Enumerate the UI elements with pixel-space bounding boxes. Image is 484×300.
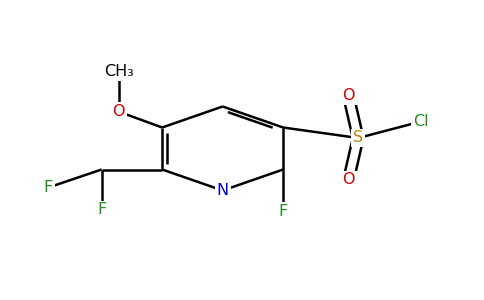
Text: O: O: [342, 88, 355, 104]
Text: F: F: [97, 202, 106, 217]
Text: N: N: [216, 183, 229, 198]
Text: Cl: Cl: [413, 114, 429, 129]
Text: S: S: [353, 130, 363, 146]
Text: F: F: [278, 204, 288, 219]
Text: O: O: [342, 172, 355, 188]
Text: O: O: [112, 104, 125, 119]
Text: CH₃: CH₃: [104, 64, 134, 80]
Text: F: F: [44, 180, 53, 195]
